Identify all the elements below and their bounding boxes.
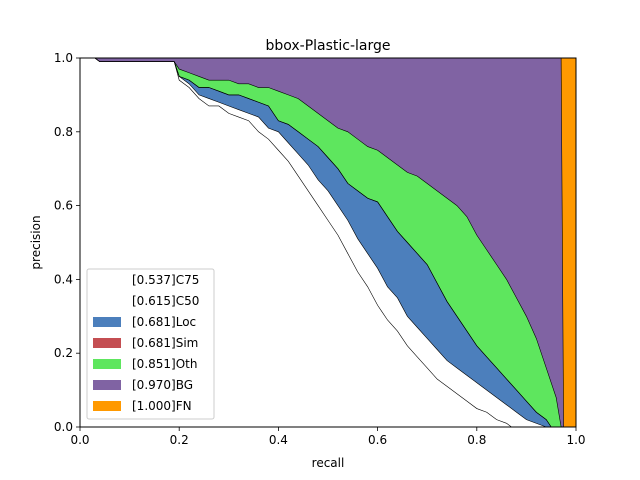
curve-oth xyxy=(80,57,562,428)
y-tick-label: 1.0 xyxy=(54,51,73,65)
curve-c50 xyxy=(80,57,547,428)
legend-label-c75: [0.537]C75 xyxy=(132,273,199,287)
legend-swatch-c75 xyxy=(93,275,121,285)
legend-swatch-sim xyxy=(93,338,121,348)
legend-swatch-oth xyxy=(93,359,121,369)
plot-frame xyxy=(79,57,577,428)
legend-swatch-bg xyxy=(93,380,121,390)
y-tick-label: 0.8 xyxy=(54,125,73,139)
legend-swatch-c50 xyxy=(93,296,121,306)
curve-c75 xyxy=(80,57,512,428)
legend-label-sim: [0.681]Sim xyxy=(132,336,198,350)
legend-label-oth: [0.851]Oth xyxy=(132,357,197,371)
y-tick-label: 0.4 xyxy=(54,272,73,286)
chart-title: bbox-Plastic-large xyxy=(265,38,390,54)
x-axis-label: recall xyxy=(312,456,345,470)
y-tick-label: 0.0 xyxy=(54,420,73,434)
y-tick-label: 0.2 xyxy=(54,346,73,360)
x-tick-label: 0.8 xyxy=(467,433,486,447)
x-tick-label: 0.6 xyxy=(368,433,387,447)
x-tick-label: 0.4 xyxy=(269,433,288,447)
legend: [0.537]C75 [0.615]C50 [0.681]Loc [0.681]Sim… xyxy=(86,268,215,420)
x-tick-label: 1.0 xyxy=(566,433,585,447)
legend-label-bg: [0.970]BG xyxy=(132,378,193,392)
legend-label-loc: [0.681]Loc xyxy=(132,315,196,329)
x-tick-label: 0.0 xyxy=(70,433,89,447)
legend-swatch-fn xyxy=(93,401,121,411)
y-axis-label: precision xyxy=(29,215,43,269)
legend-label-fn: [1.000]FN xyxy=(132,399,192,413)
x-tick-label: 0.2 xyxy=(170,433,189,447)
y-axis-ticks: 0.0 0.2 0.4 0.6 0.8 1.0 xyxy=(54,51,80,434)
y-tick-label: 0.6 xyxy=(54,199,73,213)
legend-swatch-loc xyxy=(93,317,121,327)
curve-sim xyxy=(80,57,552,428)
legend-label-c50: [0.615]C50 xyxy=(132,294,199,308)
x-axis-ticks: 0.0 0.2 0.4 0.6 0.8 1.0 xyxy=(70,427,586,447)
